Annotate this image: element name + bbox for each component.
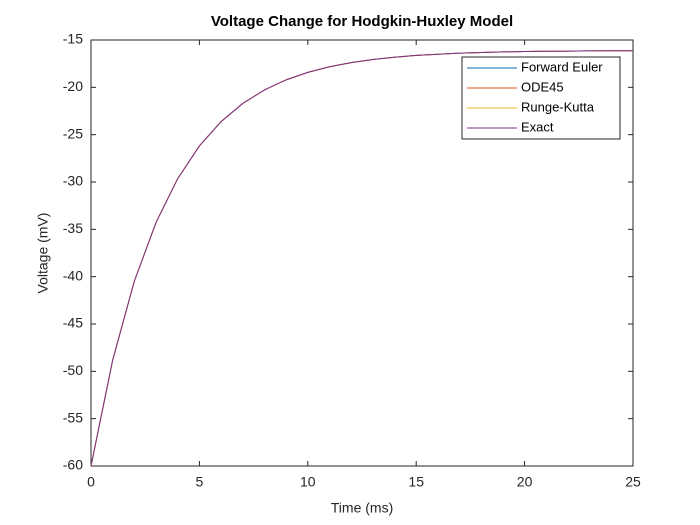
legend-label: Forward Euler bbox=[521, 59, 603, 74]
y-tick-label: -45 bbox=[63, 315, 83, 331]
legend-label: ODE45 bbox=[521, 79, 564, 94]
legend: Forward Euler ODE45 Runge-Kutta Exact bbox=[461, 56, 621, 140]
y-tick-label: -60 bbox=[63, 457, 83, 473]
y-tick-label: -55 bbox=[63, 409, 83, 425]
x-tick-label: 15 bbox=[408, 474, 424, 490]
series-line bbox=[90, 50, 634, 467]
y-tick-label: -30 bbox=[63, 173, 83, 189]
y-tick-label: -35 bbox=[63, 220, 83, 236]
y-tick-label: -20 bbox=[63, 78, 83, 94]
chart-title: Voltage Change for Hodgkin-Huxley Model bbox=[211, 13, 513, 30]
x-tick-label: 25 bbox=[625, 474, 641, 490]
x-tick-label: 5 bbox=[196, 474, 204, 490]
y-tick-label: -40 bbox=[63, 267, 83, 283]
y-tick-label: -25 bbox=[63, 125, 83, 141]
legend-box bbox=[461, 56, 621, 140]
legend-label: Runge-Kutta bbox=[521, 99, 595, 114]
y-tick-label: -15 bbox=[63, 31, 83, 47]
y-tick-label: -50 bbox=[63, 362, 83, 378]
x-tick-label: 20 bbox=[517, 474, 533, 490]
y-axis-label: Voltage (mV) bbox=[35, 213, 51, 294]
x-tick-label: 0 bbox=[87, 474, 95, 490]
x-axis-label: Time (ms) bbox=[331, 500, 393, 516]
legend-label: Exact bbox=[521, 119, 554, 134]
plot-area bbox=[90, 39, 634, 467]
x-tick-label: 10 bbox=[300, 474, 316, 490]
